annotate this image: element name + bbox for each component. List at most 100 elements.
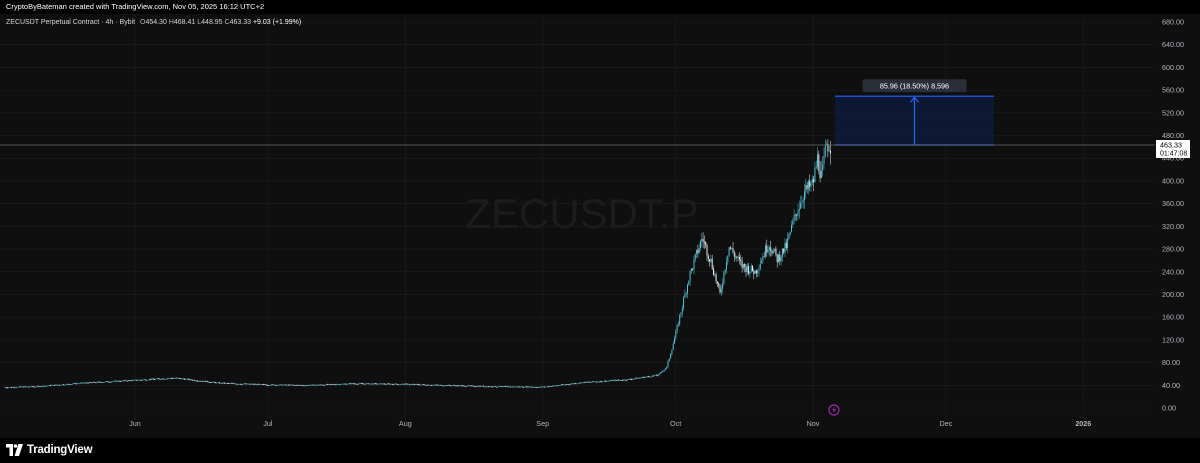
candle-body: [246, 383, 248, 385]
candle-body: [215, 382, 217, 384]
candle-body: [91, 382, 93, 384]
candle-body: [105, 381, 107, 383]
candle-body: [749, 271, 751, 274]
candle-body: [713, 268, 714, 276]
candle-body: [89, 382, 90, 384]
candle-body: [152, 378, 154, 380]
candle-body: [741, 261, 743, 268]
candle-body: [154, 379, 155, 380]
chart-grid: [0, 14, 1155, 420]
candle-body: [293, 384, 295, 386]
candle-body: [746, 265, 748, 273]
tradingview-logo[interactable]: TradingView: [6, 441, 93, 459]
candle-body: [628, 379, 630, 380]
candle-body: [599, 381, 601, 382]
candle-body: [27, 386, 29, 388]
candle-body: [118, 380, 120, 382]
candle-body: [485, 386, 487, 388]
price-chart[interactable]: ZECUSDT.P 85.96 (18.50%) 8,596 0.00 40.00…: [0, 0, 1200, 438]
candle-body: [403, 383, 405, 385]
candle-body: [252, 383, 254, 385]
candle-body: [755, 270, 757, 274]
candle-body: [640, 377, 642, 379]
candle-body: [811, 179, 813, 183]
candle-body: [332, 384, 334, 385]
chart-area[interactable]: [0, 14, 1200, 438]
candle-body: [115, 380, 116, 382]
candle-body: [493, 386, 495, 387]
candle-body: [21, 386, 23, 388]
candle-body: [584, 382, 586, 383]
candle-body: [290, 384, 292, 386]
candle-body: [646, 376, 648, 378]
candle-body: [638, 377, 640, 379]
candle-body: [212, 381, 214, 383]
candle-body: [477, 386, 479, 387]
candle-body: [53, 384, 55, 386]
candle-body: [355, 383, 357, 385]
candle-body: [428, 384, 430, 386]
candle-body: [98, 381, 100, 383]
candle-body: [484, 386, 486, 388]
candle-body: [208, 381, 210, 383]
lightning-event-icon[interactable]: [828, 404, 840, 416]
candle-body: [391, 383, 393, 385]
candle-body: [107, 381, 109, 383]
price-range-measure[interactable]: 85.96 (18.50%) 8,596: [835, 79, 994, 146]
candle-body: [765, 245, 766, 257]
candle-body: [12, 387, 14, 388]
candle-body: [651, 375, 653, 377]
candle-body: [443, 385, 445, 387]
candle-body: [830, 150, 831, 154]
candle-body: [302, 385, 304, 386]
candle-body: [662, 371, 664, 373]
time-axis[interactable]: Jun Jul Aug Sep Oct Nov Dec 2026: [129, 419, 1091, 428]
lightning-bolt: [832, 406, 837, 414]
candle-body: [442, 385, 444, 387]
candle-body: [674, 338, 675, 344]
candle-body: [159, 378, 161, 380]
change-value: +9.03 (+1.99%): [252, 19, 302, 26]
candle-body: [148, 379, 150, 380]
candle-body: [671, 349, 673, 355]
x-tick-label: Dec: [940, 419, 953, 428]
candle-body: [56, 384, 58, 386]
candle-body: [385, 384, 387, 385]
candle-body: [726, 262, 727, 270]
candle-body: [797, 211, 799, 216]
x-tick-label: Nov: [807, 419, 820, 428]
price-axis[interactable]: 0.00 40.00 80.00 120.00 160.00 200.00 240.00 28…: [1162, 18, 1184, 413]
candle-body: [421, 384, 423, 386]
candle-body: [83, 382, 85, 384]
candle-body: [538, 386, 540, 388]
candle-body: [22, 386, 24, 388]
candle-body: [226, 383, 228, 384]
symbol-watermark: ZECUSDT.P: [465, 190, 698, 237]
candle-body: [632, 378, 634, 380]
candle-body: [700, 241, 701, 249]
candle-body: [237, 383, 239, 385]
candle-body: [180, 378, 181, 379]
candle-body: [269, 385, 271, 386]
candle-body: [34, 386, 36, 388]
candle-body: [466, 386, 467, 387]
candle-body: [624, 379, 626, 381]
candle-body: [224, 382, 226, 384]
candle-body: [714, 274, 716, 276]
candle-body: [464, 386, 466, 388]
low-label: L: [197, 19, 202, 26]
candle-body: [541, 386, 543, 388]
candle-body: [268, 385, 270, 386]
candle-body: [531, 386, 532, 388]
candle-body: [69, 384, 71, 385]
candle-body: [641, 377, 643, 378]
candle-body: [661, 371, 662, 373]
candle-body: [406, 383, 408, 385]
candle-body: [124, 380, 126, 382]
candle-body: [204, 380, 206, 382]
candle-body: [558, 385, 560, 387]
candle-body: [108, 381, 110, 383]
candle-body: [280, 384, 282, 386]
candle-body: [364, 383, 366, 385]
candle-body: [668, 358, 670, 362]
